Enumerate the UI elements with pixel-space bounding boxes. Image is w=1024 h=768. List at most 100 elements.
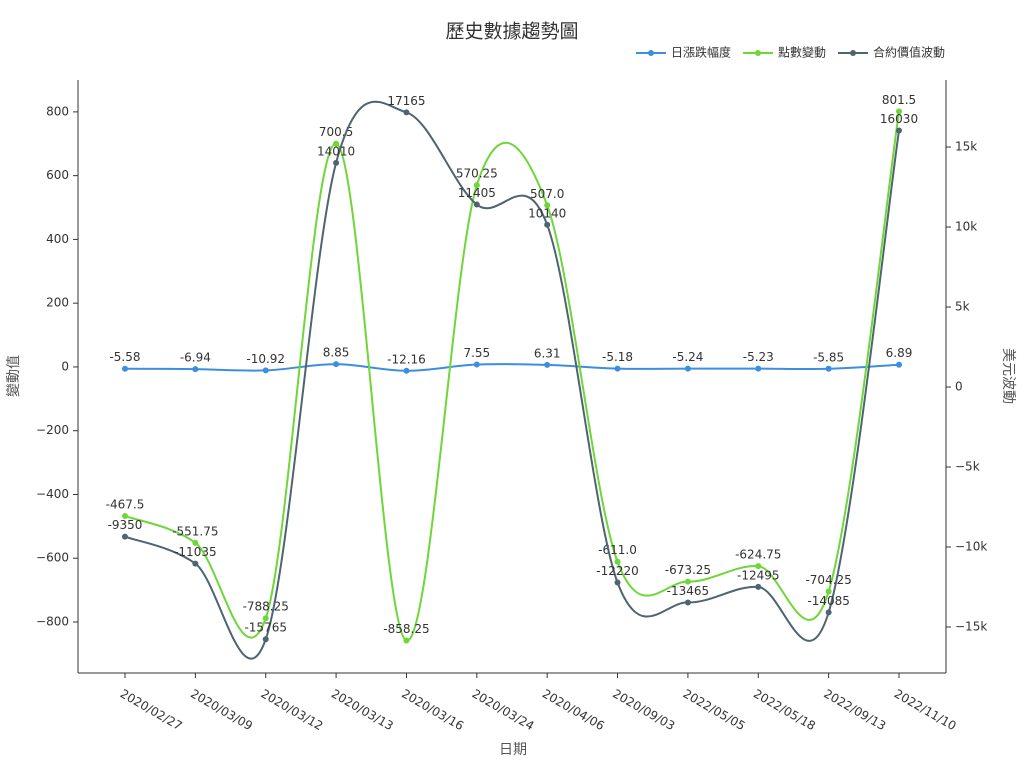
y-tick-label: −200: [36, 423, 69, 437]
legend-marker: [648, 50, 654, 56]
data-point: [403, 637, 410, 644]
data-point: [473, 361, 480, 368]
data-label: -467.5: [106, 497, 145, 511]
series-line: [124, 100, 900, 660]
data-point: [614, 365, 621, 372]
y-tick-label: 600: [46, 168, 69, 182]
data-label: 507.0: [530, 187, 564, 201]
data-label: 14010: [317, 144, 355, 158]
data-label: -12495: [737, 568, 780, 582]
series-line: [124, 111, 900, 642]
y2-tick-label: 15k: [955, 140, 977, 154]
data-label: -5.24: [672, 350, 703, 364]
legend-label: 日漲跌幅度: [671, 45, 731, 60]
x-tick-label: 2022/09/13: [821, 687, 888, 734]
data-label: 16030: [880, 112, 918, 126]
data-point: [684, 599, 691, 606]
x-tick-label: 2020/04/06: [540, 687, 607, 734]
data-point: [262, 615, 269, 622]
data-label: -14085: [807, 594, 850, 608]
y2-tick-label: 10k: [955, 220, 977, 234]
data-label: -704.25: [805, 573, 851, 587]
y-tick-label: 400: [46, 232, 69, 246]
data-point: [403, 109, 410, 116]
data-point: [192, 560, 199, 567]
x-tick-label: 2020/03/16: [399, 687, 466, 734]
data-point: [473, 201, 480, 208]
data-label: 6.31: [534, 346, 561, 360]
data-point: [262, 367, 269, 374]
y-tick-label: 0: [61, 359, 69, 373]
data-label: -15765: [244, 621, 287, 635]
y-tick-label: −600: [36, 551, 69, 565]
data-point: [473, 182, 480, 189]
x-axis-label: 日期: [499, 742, 527, 758]
data-point: [544, 202, 551, 209]
y2-tick-label: −15k: [955, 620, 987, 634]
data-point: [192, 366, 199, 373]
y-tick-label: 800: [46, 104, 69, 118]
data-label: 8.85: [323, 346, 350, 360]
data-label: -5.58: [109, 350, 140, 364]
y2-tick-label: 5k: [955, 300, 970, 314]
data-point: [122, 533, 128, 540]
data-point: [896, 361, 902, 368]
series-line: [124, 363, 900, 372]
data-point: [684, 578, 691, 585]
data-label: 17165: [387, 94, 425, 108]
data-point: [755, 365, 762, 372]
x-tick-label: 2020/03/24: [470, 687, 537, 734]
data-label: -5.23: [743, 350, 774, 364]
y2-tick-label: −5k: [955, 460, 980, 474]
y2-tick-label: −10k: [955, 540, 987, 554]
data-point: [755, 563, 762, 570]
data-label: 6.89: [886, 346, 913, 360]
y-tick-label: −800: [36, 614, 69, 628]
y-tick-label: −400: [36, 487, 69, 501]
data-label: -9350: [108, 518, 143, 532]
data-label: -551.75: [172, 524, 218, 538]
data-point: [122, 512, 128, 519]
data-label: -5.18: [602, 350, 633, 364]
data-label: -611.0: [598, 543, 637, 557]
data-label: -788.25: [243, 600, 289, 614]
data-point: [825, 609, 832, 616]
data-point: [403, 367, 410, 374]
data-point: [333, 361, 340, 368]
data-point: [825, 365, 832, 372]
data-point: [614, 558, 621, 565]
data-label: -10.92: [246, 352, 285, 366]
data-point: [896, 108, 902, 115]
data-point: [333, 140, 340, 147]
x-tick-label: 2022/11/10: [892, 687, 959, 734]
data-point: [684, 365, 691, 372]
data-label: -12.16: [387, 352, 426, 366]
data-point: [333, 159, 340, 166]
data-point: [755, 583, 762, 590]
data-label: 11405: [458, 186, 496, 200]
data-label: -12220: [596, 564, 639, 578]
x-tick-label: 2020/03/12: [258, 687, 325, 734]
data-label: 570.25: [456, 167, 498, 181]
x-tick-label: 2022/05/05: [681, 687, 748, 734]
x-tick-label: 2020/09/03: [610, 687, 677, 734]
y-tick-label: 200: [46, 296, 69, 310]
data-label: -624.75: [735, 548, 781, 562]
data-point: [544, 361, 551, 368]
y2-tick-label: 0: [955, 380, 963, 394]
data-label: 7.55: [463, 346, 490, 360]
data-point: [825, 588, 832, 595]
y2-axis-label: 美元波動: [1000, 348, 1016, 404]
data-point: [544, 221, 551, 228]
data-label: -11035: [174, 545, 217, 559]
data-label: 801.5: [882, 93, 916, 107]
data-label: -858.25: [383, 622, 429, 636]
data-point: [896, 127, 902, 134]
legend-marker: [755, 50, 762, 56]
data-label: -5.85: [813, 350, 844, 364]
legend-label: 合約價值波動: [873, 45, 945, 60]
x-tick-label: 2020/03/09: [188, 687, 255, 734]
data-label: -6.94: [180, 351, 211, 365]
chart-title: 歷史數據趨勢圖: [445, 21, 578, 43]
